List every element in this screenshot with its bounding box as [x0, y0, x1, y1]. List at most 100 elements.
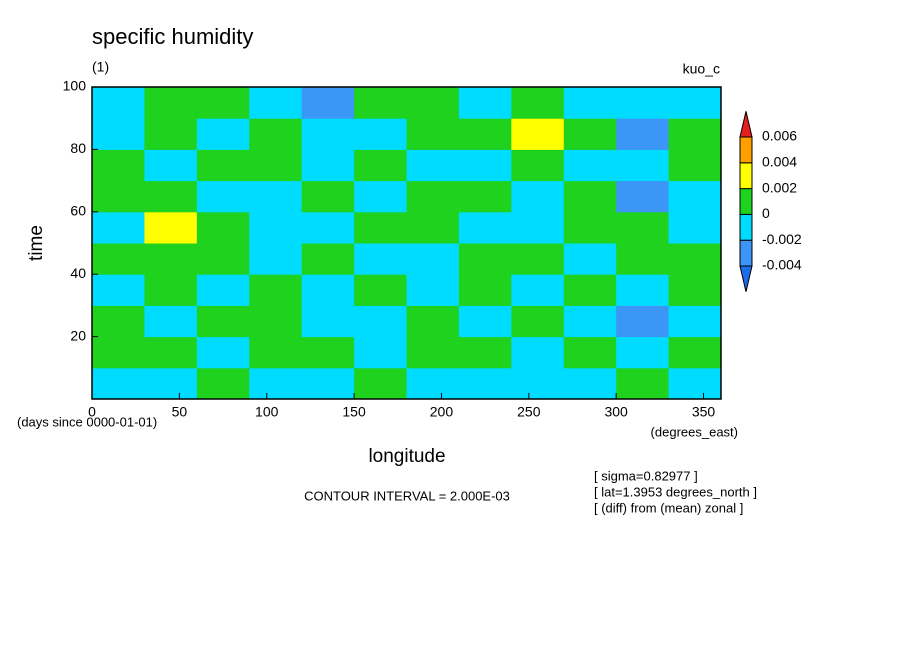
chart-title: specific humidity	[92, 24, 253, 49]
field-cell	[196, 243, 250, 275]
field-cell	[616, 305, 670, 338]
field-cell	[249, 87, 303, 119]
x-tick-label: 250	[517, 404, 541, 420]
field-cell	[301, 336, 355, 369]
field-cell	[92, 243, 145, 275]
field-cell	[354, 87, 407, 119]
field-cell	[563, 180, 617, 213]
field-cell	[92, 118, 145, 150]
field-cell	[563, 367, 617, 400]
field-cell	[668, 305, 722, 338]
field-cell	[144, 336, 198, 369]
y-tick-label: 100	[63, 78, 87, 94]
field-cell	[249, 180, 303, 213]
subtitle: (1)	[92, 59, 109, 75]
field-cell	[92, 305, 145, 338]
field-cell	[511, 336, 565, 369]
field-cell	[563, 243, 617, 275]
x-tick-label: 100	[255, 404, 279, 420]
field-cell	[301, 180, 355, 213]
field-cell	[458, 87, 512, 119]
x-tick-label: 150	[342, 404, 366, 420]
field	[92, 87, 722, 400]
field-cell	[511, 180, 565, 213]
field-cell	[92, 87, 145, 119]
colorbar-segment	[739, 213, 753, 241]
field-cell	[511, 87, 565, 119]
field-cell	[354, 118, 407, 150]
colorbar-label: 0.002	[762, 179, 797, 195]
field-cell	[301, 243, 355, 275]
field-cell	[301, 305, 355, 338]
y-tick-label: 60	[70, 203, 86, 219]
field-cell	[354, 305, 407, 338]
field-cell	[196, 87, 250, 119]
field-cell	[458, 211, 512, 244]
field-cell	[511, 118, 565, 150]
field-cell	[563, 274, 617, 306]
field-cell	[616, 243, 670, 275]
field-cell	[249, 118, 303, 150]
field-cell	[249, 149, 303, 182]
note: [ (diff) from (mean) zonal ]	[594, 500, 743, 515]
field-cell	[301, 274, 355, 306]
field-cell	[196, 149, 250, 182]
field-cell	[668, 243, 722, 275]
field-cell	[196, 274, 250, 306]
field-cell	[354, 274, 407, 306]
plot-frame	[91, 86, 722, 400]
x-tick-label: 0	[88, 404, 96, 420]
field-cell	[511, 305, 565, 338]
colorbar-segment	[739, 111, 753, 138]
field-cell	[616, 149, 670, 182]
field-cell	[616, 336, 670, 369]
y-axis-title: time	[26, 225, 47, 261]
x-tick-label: 300	[604, 404, 628, 420]
field-cell	[511, 243, 565, 275]
field-cell	[196, 336, 250, 369]
field-cell	[144, 87, 198, 119]
field-cell	[196, 305, 250, 338]
field-cell	[301, 149, 355, 182]
field-cell	[563, 305, 617, 338]
x-tick-label: 200	[430, 404, 454, 420]
field-cell	[563, 149, 617, 182]
x-tick-label: 50	[172, 404, 188, 420]
field-cell	[458, 305, 512, 338]
field-cell	[668, 87, 722, 119]
field-cell	[92, 211, 145, 244]
field-cell	[616, 367, 670, 400]
field-cell	[458, 336, 512, 369]
field-cell	[668, 211, 722, 244]
field-cell	[406, 305, 460, 338]
colorbar-segment	[739, 136, 753, 164]
field-cell	[354, 149, 407, 182]
field-cell	[301, 211, 355, 244]
field-cell	[668, 118, 722, 150]
colorbar-label: 0.006	[762, 128, 797, 144]
field-cell	[406, 87, 460, 119]
field-cell	[511, 211, 565, 244]
field-cell	[144, 243, 198, 275]
field-cell	[92, 149, 145, 182]
field-cell	[354, 211, 407, 244]
field-cell	[616, 180, 670, 213]
field-cell	[196, 118, 250, 150]
field-cell	[196, 367, 250, 400]
field-cell	[668, 336, 722, 369]
field-cell	[92, 367, 145, 400]
field-cell	[92, 180, 145, 213]
field-cell	[144, 118, 198, 150]
note: [ sigma=0.82977 ]	[594, 468, 698, 483]
field-cell	[196, 180, 250, 213]
field-cell	[144, 305, 198, 338]
colorbar-segment	[739, 239, 753, 267]
field-cell	[144, 367, 198, 400]
field-cell	[354, 180, 407, 213]
colorbar-label: -0.002	[762, 231, 802, 247]
colorbar-label: 0.004	[762, 154, 797, 170]
field-cell	[458, 274, 512, 306]
field-cell	[249, 243, 303, 275]
colorbar-segment	[739, 188, 753, 215]
